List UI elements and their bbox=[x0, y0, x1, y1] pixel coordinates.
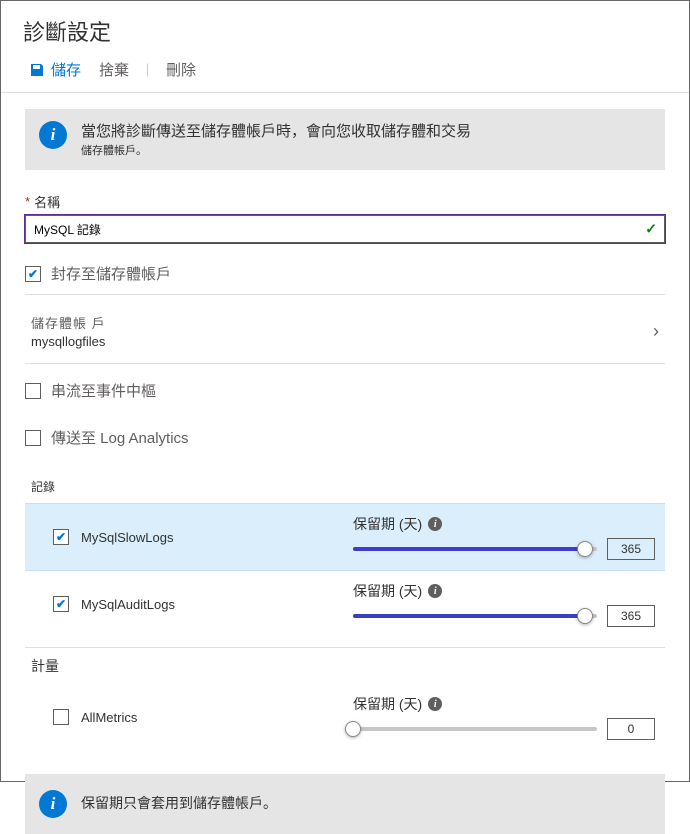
stream-label: 串流至事件中樞 bbox=[51, 380, 156, 401]
retention-slider-row: 365 bbox=[353, 605, 655, 627]
log-row-left: MySqlSlowLogs bbox=[53, 529, 353, 545]
divider bbox=[25, 294, 665, 295]
info-main-line: 當您將診斷傳送至儲存體帳戶時，會向您收取儲存體和交易 bbox=[81, 121, 471, 142]
info-footer-text: 保留期只會套用到儲存體帳戶。 bbox=[81, 794, 277, 814]
log-checkbox[interactable] bbox=[53, 709, 69, 725]
retention-label-row: 保留期 (天) i bbox=[353, 694, 655, 714]
slider-thumb[interactable] bbox=[345, 721, 361, 737]
info-icon[interactable]: i bbox=[428, 584, 442, 598]
info-text: 當您將診斷傳送至儲存體帳戶時，會向您收取儲存體和交易 儲存體帳戶。 bbox=[81, 121, 471, 158]
chevron-right-icon: › bbox=[653, 321, 659, 342]
stream-checkbox[interactable] bbox=[25, 383, 41, 399]
storage-label: 儲存體帳 戶 bbox=[31, 313, 106, 332]
log-name: MySqlAuditLogs bbox=[81, 597, 175, 612]
toolbar: 儲存 捨棄 ｜ 刪除 bbox=[1, 57, 689, 93]
name-label-row: * 名稱 bbox=[25, 192, 665, 211]
name-input[interactable] bbox=[25, 215, 665, 243]
content-area: i 當您將診斷傳送至儲存體帳戶時，會向您收取儲存體和交易 儲存體帳戶。 * 名稱… bbox=[1, 93, 689, 834]
log-row[interactable]: MySqlAuditLogs 保留期 (天) i 365 bbox=[25, 571, 665, 637]
check-icon: ✓ bbox=[645, 221, 657, 238]
archive-option[interactable]: 封存至儲存體帳戶 bbox=[25, 257, 665, 290]
toolbar-separator: ｜ bbox=[141, 60, 154, 79]
required-mark: * bbox=[25, 194, 30, 209]
retention-slider[interactable] bbox=[353, 541, 597, 557]
name-label: 名稱 bbox=[34, 192, 60, 211]
logs-section-header: 記錄 bbox=[31, 478, 665, 495]
retention-label: 保留期 (天) bbox=[353, 514, 422, 534]
storage-account-picker[interactable]: 儲存體帳 戶 mysqllogfiles › bbox=[25, 305, 665, 364]
retention-value[interactable]: 365 bbox=[607, 538, 655, 560]
log-checkbox[interactable] bbox=[53, 529, 69, 545]
save-label: 儲存 bbox=[51, 59, 81, 80]
log-row-left: MySqlAuditLogs bbox=[53, 596, 353, 612]
log-row-right: 保留期 (天) i 365 bbox=[353, 514, 655, 560]
metrics-list: AllMetrics 保留期 (天) i 0 bbox=[25, 684, 665, 750]
save-icon bbox=[29, 62, 45, 78]
storage-value: mysqllogfiles bbox=[31, 334, 106, 349]
log-row[interactable]: AllMetrics 保留期 (天) i 0 bbox=[25, 684, 665, 750]
archive-label: 封存至儲存體帳戶 bbox=[51, 263, 171, 284]
log-name: AllMetrics bbox=[81, 710, 137, 725]
divider bbox=[25, 647, 665, 648]
info-icon[interactable]: i bbox=[428, 697, 442, 711]
info-sub-line: 儲存體帳戶。 bbox=[81, 142, 471, 158]
log-row-left: AllMetrics bbox=[53, 709, 353, 725]
info-icon: i bbox=[39, 121, 67, 149]
info-footer-line: 保留期只會套用到儲存體帳戶。 bbox=[81, 794, 277, 814]
retention-label: 保留期 (天) bbox=[353, 694, 422, 714]
retention-label: 保留期 (天) bbox=[353, 581, 422, 601]
archive-checkbox[interactable] bbox=[25, 266, 41, 282]
retention-label-row: 保留期 (天) i bbox=[353, 581, 655, 601]
log-row[interactable]: MySqlSlowLogs 保留期 (天) i 365 bbox=[25, 503, 665, 571]
metrics-section-header: 計量 bbox=[31, 656, 665, 676]
info-banner-top: i 當您將診斷傳送至儲存體帳戶時，會向您收取儲存體和交易 儲存體帳戶。 bbox=[25, 109, 665, 170]
log-name: MySqlSlowLogs bbox=[81, 530, 174, 545]
slider-thumb[interactable] bbox=[577, 608, 593, 624]
retention-slider[interactable] bbox=[353, 721, 597, 737]
retention-slider-row: 365 bbox=[353, 538, 655, 560]
delete-button[interactable]: 刪除 bbox=[160, 57, 202, 82]
info-icon[interactable]: i bbox=[428, 517, 442, 531]
slider-thumb[interactable] bbox=[577, 541, 593, 557]
retention-value[interactable]: 365 bbox=[607, 605, 655, 627]
info-banner-bottom: i 保留期只會套用到儲存體帳戶。 bbox=[25, 774, 665, 834]
log-analytics-label: 傳送至 Log Analytics bbox=[51, 427, 189, 448]
log-analytics-checkbox[interactable] bbox=[25, 430, 41, 446]
logs-list: MySqlSlowLogs 保留期 (天) i 365 MySqlAuditLogs 保留… bbox=[25, 503, 665, 637]
name-input-wrap: ✓ bbox=[25, 215, 665, 243]
discard-button[interactable]: 捨棄 bbox=[93, 57, 135, 82]
info-icon: i bbox=[39, 790, 67, 818]
log-row-right: 保留期 (天) i 365 bbox=[353, 581, 655, 627]
log-row-right: 保留期 (天) i 0 bbox=[353, 694, 655, 740]
save-button[interactable]: 儲存 bbox=[23, 57, 87, 82]
delete-label: 刪除 bbox=[166, 59, 196, 80]
discard-label: 捨棄 bbox=[99, 59, 129, 80]
retention-value[interactable]: 0 bbox=[607, 718, 655, 740]
log-checkbox[interactable] bbox=[53, 596, 69, 612]
retention-slider[interactable] bbox=[353, 608, 597, 624]
retention-slider-row: 0 bbox=[353, 718, 655, 740]
page-title: 診斷設定 bbox=[1, 1, 689, 57]
stream-option[interactable]: 串流至事件中樞 bbox=[25, 374, 665, 407]
log-analytics-option[interactable]: 傳送至 Log Analytics bbox=[25, 421, 665, 454]
retention-label-row: 保留期 (天) i bbox=[353, 514, 655, 534]
